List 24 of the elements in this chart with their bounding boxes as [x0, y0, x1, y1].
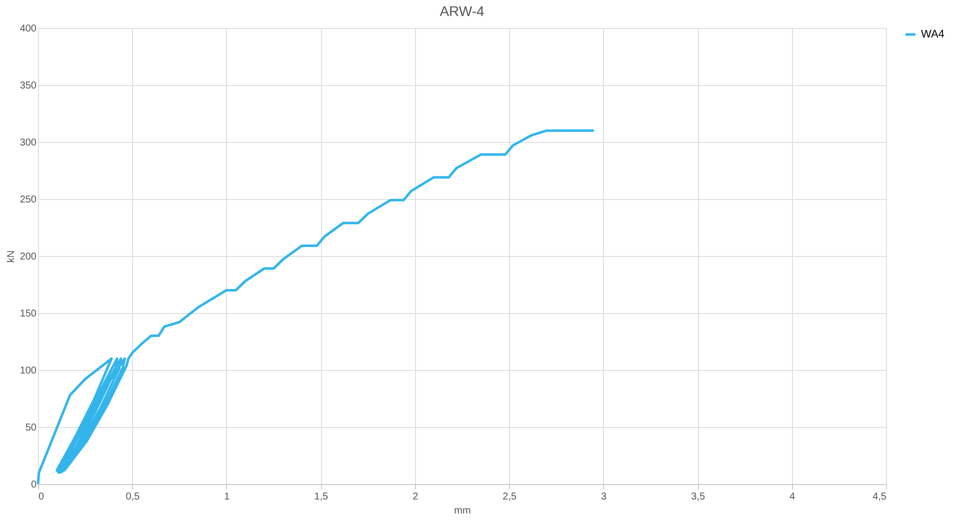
y-axis-title: kN — [6, 250, 17, 263]
legend-label: WA4 — [921, 28, 944, 40]
x-axis-title: mm — [454, 506, 471, 516]
x-tick-label: 1,5 — [314, 492, 329, 502]
x-tick-label: 4 — [789, 492, 796, 502]
y-tick-label: 100 — [20, 366, 37, 376]
x-tick-label: 2,5 — [502, 492, 517, 502]
chart-title: ARW-4 — [440, 3, 485, 19]
x-tick-label: 1 — [224, 492, 230, 502]
y-tick-label: 0 — [30, 480, 37, 490]
x-tick-label: 3,5 — [691, 492, 706, 502]
x-tick-label: 0,5 — [126, 492, 140, 502]
y-tick-label: 250 — [20, 194, 37, 206]
y-tick-label: 200 — [20, 252, 37, 262]
y-tick-label: 300 — [20, 138, 37, 148]
x-tick-label: 0 — [38, 492, 44, 502]
y-tick-label: 50 — [25, 422, 37, 434]
x-tick-label: 2 — [412, 492, 419, 502]
line-series — [36, 129, 596, 486]
y-tick-label: 400 — [20, 24, 37, 34]
x-tick-label: 4,5 — [872, 492, 887, 502]
y-tick-label: 350 — [20, 80, 37, 92]
y-tick-label: 150 — [20, 308, 37, 320]
x-tick-label: 3 — [601, 492, 608, 502]
